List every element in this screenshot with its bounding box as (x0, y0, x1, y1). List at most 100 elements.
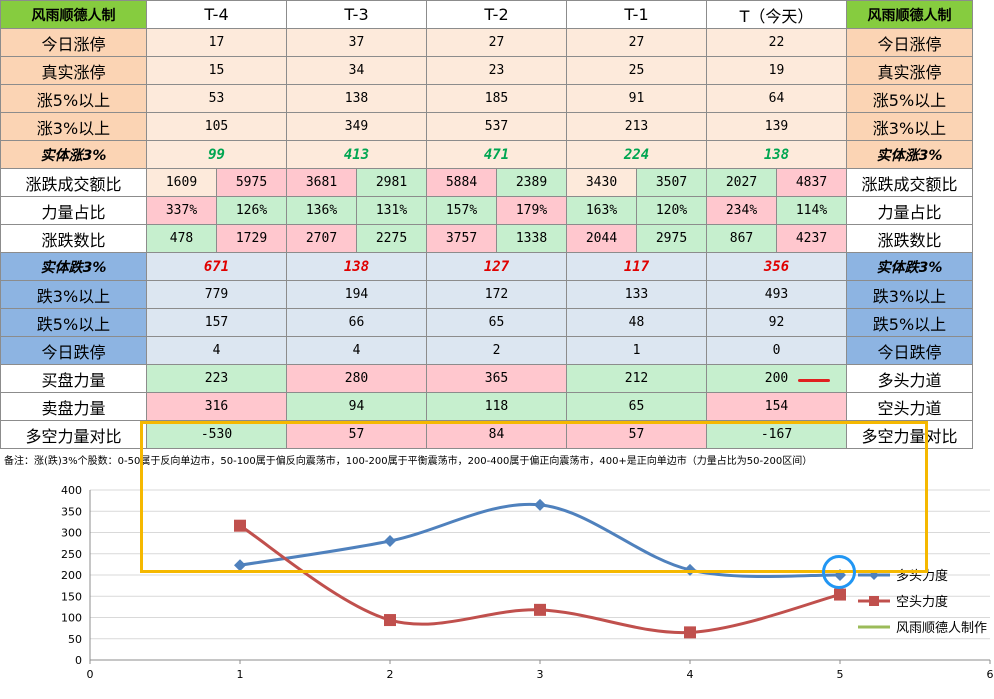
value-cell: 117 (566, 252, 707, 281)
y-tick-label: 200 (61, 569, 82, 582)
legend-marker (869, 570, 879, 580)
legend-marker (869, 596, 879, 606)
column-header: T-4 (146, 0, 287, 29)
data-point-long (684, 563, 696, 576)
value-cell: 64 (706, 84, 847, 113)
pair-value-cell: 126% (216, 196, 287, 225)
pair-value-cell: 5975 (216, 168, 287, 197)
data-point-short (684, 626, 696, 639)
row-label: 真实涨停 (0, 56, 147, 85)
value-cell: 118 (426, 392, 567, 421)
market-stats-table: 风雨顺德人制 T-4 T-3 T-2 T-1 T（今天） 风雨顺德人制 今日涨停 17 37 27 2… (0, 0, 973, 449)
row-label: 跌3%以上 (0, 280, 147, 309)
row-label: 涨跌数比 (0, 224, 147, 253)
pair-value-cell: 2027 (706, 168, 777, 197)
pair-value-cell: 337% (146, 196, 217, 225)
row-label-right: 空头力道 (846, 392, 973, 421)
value-cell: 157 (146, 308, 287, 337)
column-header: T-3 (286, 0, 427, 29)
row-label-right: 多头力道 (846, 364, 973, 393)
value-cell: 223 (146, 364, 287, 393)
y-tick-label: 50 (68, 633, 82, 646)
value-cell: 65 (426, 308, 567, 337)
value-cell: 280 (286, 364, 427, 393)
row-label: 多空力量对比 (0, 420, 147, 449)
brand-header-left: 风雨顺德人制 (0, 0, 147, 29)
x-tick-label: 2 (387, 668, 394, 681)
row-label-right: 跌5%以上 (846, 308, 973, 337)
value-cell: 48 (566, 308, 707, 337)
row-label: 力量占比 (0, 196, 147, 225)
value-cell: 23 (426, 56, 567, 85)
row-label-right: 今日跌停 (846, 336, 973, 365)
value-cell: 365 (426, 364, 567, 393)
data-point-long (534, 498, 546, 511)
pair-value-cell: 4237 (776, 224, 847, 253)
x-tick-label: 3 (537, 668, 544, 681)
value-cell: 194 (286, 280, 427, 309)
data-point-short (834, 588, 846, 601)
pair-value-cell: 1609 (146, 168, 217, 197)
value-cell: 779 (146, 280, 287, 309)
column-header: T-1 (566, 0, 707, 29)
row-label: 涨跌成交额比 (0, 168, 147, 197)
table-row: 涨3%以上 105 349 537 213 139 涨3%以上 (0, 112, 973, 141)
value-cell: 4 (146, 336, 287, 365)
value-cell: 213 (566, 112, 707, 141)
row-label-right: 涨3%以上 (846, 112, 973, 141)
data-point-short (534, 603, 546, 616)
row-label-right: 真实涨停 (846, 56, 973, 85)
row-label-right: 涨5%以上 (846, 84, 973, 113)
table-row: 涨跌数比 478 1729 2707 2275 3757 1338 2044 2975 867 42… (0, 224, 973, 253)
y-tick-label: 100 (61, 612, 82, 625)
legend-label: 多头力度 (896, 568, 948, 584)
pair-value-cell: 478 (146, 224, 217, 253)
value-cell: 671 (146, 252, 287, 281)
row-label: 实体跌3% (0, 252, 147, 281)
value-cell: 537 (426, 112, 567, 141)
value-cell: 34 (286, 56, 427, 85)
row-label: 今日涨停 (0, 28, 147, 57)
x-tick-label: 5 (837, 668, 844, 681)
data-point-long (834, 569, 846, 581)
value-cell: 17 (146, 28, 287, 57)
value-cell: 94 (286, 392, 427, 421)
table-row: 真实涨停 15 34 23 25 19 真实涨停 (0, 56, 973, 85)
pair-value-cell: 3507 (636, 168, 707, 197)
value-cell: 0 (706, 336, 847, 365)
row-label-right: 跌3%以上 (846, 280, 973, 309)
value-cell: 57 (566, 420, 707, 449)
table-row: 买盘力量 223 280 365 212 200 多头力道 (0, 364, 973, 393)
series-line-0 (239, 502, 841, 579)
value-cell: -530 (146, 420, 287, 449)
table-row: 今日跌停 4 4 2 1 0 今日跌停 (0, 336, 973, 365)
value-cell: 105 (146, 112, 287, 141)
pair-value-cell: 2707 (286, 224, 357, 253)
data-point-long (234, 559, 246, 572)
pair-value-cell: 3430 (566, 168, 637, 197)
pair-value-cell: 2389 (496, 168, 567, 197)
footnote: 备注：涨(跌)3%个股数：0-50属于反向单边市，50-100属于偏反向震荡市，… (4, 456, 813, 467)
pair-value-cell: 1729 (216, 224, 287, 253)
y-tick-label: 0 (75, 654, 82, 667)
row-label-right: 实体跌3% (846, 252, 973, 281)
value-cell: 19 (706, 56, 847, 85)
value-cell: 92 (706, 308, 847, 337)
table-header-row: 风雨顺德人制 T-4 T-3 T-2 T-1 T（今天） 风雨顺德人制 (0, 0, 973, 29)
table-row: 今日涨停 17 37 27 27 22 今日涨停 (0, 28, 973, 57)
table-row: 涨5%以上 53 138 185 91 64 涨5%以上 (0, 84, 973, 113)
pair-value-cell: 3757 (426, 224, 497, 253)
pair-value-cell: 4837 (776, 168, 847, 197)
table-row: 实体涨3% 99 413 471 224 138 实体涨3% (0, 140, 973, 169)
legend-label: 风雨顺德人制作 (896, 621, 987, 636)
pair-value-cell: 2275 (356, 224, 427, 253)
value-cell: 316 (146, 392, 287, 421)
data-point-short (384, 614, 396, 627)
value-cell: 212 (566, 364, 707, 393)
red-underline-mark (798, 379, 830, 382)
row-label-right: 涨跌成交额比 (846, 168, 973, 197)
row-label-right: 力量占比 (846, 196, 973, 225)
value-cell: 27 (566, 28, 707, 57)
value-cell: 53 (146, 84, 287, 113)
table-row: 多空力量对比 -530 57 84 57 -167 多空力量对比 (0, 420, 973, 449)
